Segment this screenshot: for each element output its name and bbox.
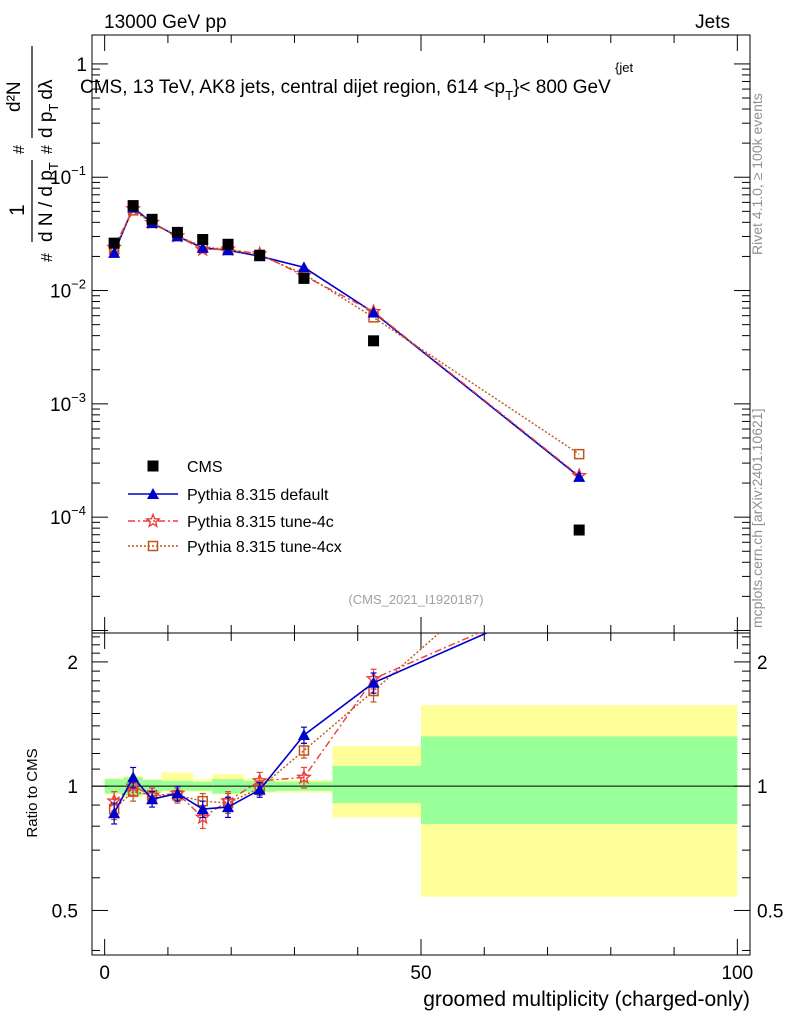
- series-line-tune4cx: [113, 209, 580, 455]
- ratio-y-tick-label: 2: [757, 653, 768, 674]
- data-point-cms: [368, 335, 380, 347]
- data-point-default: [196, 241, 209, 253]
- ratio-y-tick-label: 0.5: [52, 901, 78, 922]
- ratio-point-tune4c: [194, 808, 211, 825]
- x-axis-label: groomed multiplicity (charged-only): [423, 988, 750, 1011]
- svg-text:d²N: d²N: [4, 81, 25, 112]
- ratio-point-tune4c: [573, 583, 585, 595]
- ratio-point-tune4cx: [575, 504, 584, 513]
- ratio-y-label: Ratio to CMS: [24, 748, 41, 837]
- data-point-cms: [222, 238, 234, 250]
- ratio-point-default: [127, 771, 140, 783]
- data-point-cms: [108, 237, 120, 249]
- ratio-point-default: [108, 807, 121, 819]
- svg-text:#: #: [39, 253, 56, 262]
- legend-marker-tune4c: [144, 512, 162, 528]
- data-point-cms: [146, 213, 158, 225]
- ratio-point-tune4c: [295, 768, 312, 785]
- ratio-line-tune4cx: [113, 633, 441, 810]
- data-point-cms: [197, 234, 209, 246]
- ratio-panel-curves: [106, 504, 585, 830]
- main-y-label: # 1 d N / d pT # # d²N d pTdλ: [4, 46, 61, 262]
- jets-label: Jets: [695, 12, 730, 33]
- ratio-y-tick-label: 0.5: [757, 901, 783, 922]
- analysis-id: (CMS_2021_I1920187): [348, 592, 483, 607]
- svg-text:#: #: [39, 145, 56, 154]
- ratio-line-tune4c: [113, 633, 481, 819]
- x-tick-label: 100: [721, 963, 753, 984]
- series-line-default: [113, 206, 580, 478]
- series-line-tune4c: [113, 207, 580, 477]
- y-tick-label: 10−1: [50, 163, 86, 189]
- legend: CMS Pythia 8.315 default Pythia 8.315 tune…: [128, 459, 342, 556]
- svg-text:1: 1: [6, 204, 29, 216]
- data-point-default: [573, 470, 586, 482]
- data-point-cms: [127, 200, 139, 212]
- svg-text:d N / d pT: d N / d pT: [36, 162, 61, 242]
- ratio-panel-axes: 0.5 0.5 1 1 2 2 0 50 100: [52, 633, 783, 984]
- svg-text:#: #: [11, 145, 28, 154]
- data-point-cms: [254, 249, 266, 261]
- legend-marker-default: [147, 488, 159, 499]
- ratio-point-default: [367, 676, 380, 688]
- ratio-y-tick-label: 1: [757, 777, 768, 798]
- data-point-default: [297, 261, 310, 273]
- legend-marker-tune4cx: [147, 540, 159, 552]
- ratio-point-default: [146, 793, 159, 805]
- x-tick-label: 50: [410, 963, 431, 984]
- x-tick-label: 0: [99, 963, 110, 984]
- band-inner: [421, 736, 738, 824]
- legend-marker-cms: [147, 460, 159, 472]
- legend-label-default: Pythia 8.315 default: [187, 487, 329, 504]
- main-panel-axes: 1 10−1 10−2 10−3 10−4: [50, 35, 750, 633]
- y-tick-label: 1: [76, 55, 87, 76]
- rivet-version-label: Rivet 4.1.0, ≥ 100k events: [749, 93, 765, 255]
- main-panel-markers: [106, 200, 588, 536]
- legend-label-tune4c: Pythia 8.315 tune-4c: [187, 514, 334, 531]
- ratio-point-default: [573, 586, 585, 597]
- svg-text:d pTdλ: d pTdλ: [36, 79, 61, 138]
- legend-label-tune4cx: Pythia 8.315 tune-4cx: [187, 539, 342, 556]
- ratio-point-default: [196, 803, 209, 815]
- data-point-tune4cx: [573, 448, 585, 460]
- mcplots-label: mcplots.cern.ch [arXiv:2401.10621]: [749, 409, 765, 628]
- data-point-default: [108, 246, 121, 258]
- ratio-point-tune4cx: [298, 745, 310, 756]
- y-tick-label: 10−3: [50, 390, 86, 416]
- ratio-point-default: [253, 783, 266, 795]
- energy-label: 13000 GeV pp: [104, 12, 227, 33]
- ratio-uncertainty-bands: [104, 705, 738, 897]
- data-point-cms: [298, 272, 310, 284]
- y-tick-label: 10−4: [50, 503, 86, 529]
- ratio-point-tune4c: [125, 777, 142, 793]
- data-point-cms: [171, 226, 183, 238]
- data-point-cms: [573, 524, 585, 536]
- plot-title: CMS, 13 TeV, AK8 jets, central dijet reg…: [80, 77, 611, 103]
- ratio-y-tick-label: 2: [67, 653, 78, 674]
- legend-label-cms: CMS: [187, 459, 223, 476]
- y-tick-label: 10−2: [50, 277, 86, 303]
- ratio-point-default: [297, 729, 310, 741]
- band-inner: [332, 765, 421, 804]
- main-panel-curves: [113, 206, 580, 478]
- ratio-point-default: [222, 801, 235, 813]
- plot-title-sup: {jet: [615, 60, 633, 75]
- data-point-default: [367, 306, 380, 318]
- ratio-y-tick-label: 1: [67, 777, 78, 798]
- ratio-line-default: [113, 633, 489, 814]
- ratio-point-default: [171, 787, 184, 799]
